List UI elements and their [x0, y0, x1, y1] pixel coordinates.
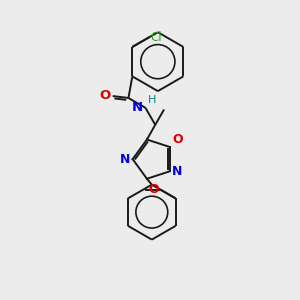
Text: O: O — [172, 133, 182, 146]
Text: N: N — [131, 101, 142, 114]
Text: N: N — [172, 165, 182, 178]
Text: O: O — [149, 183, 159, 196]
Text: Cl: Cl — [150, 31, 162, 44]
Text: N: N — [120, 153, 131, 166]
Text: O: O — [100, 88, 111, 101]
Text: H: H — [148, 95, 157, 105]
